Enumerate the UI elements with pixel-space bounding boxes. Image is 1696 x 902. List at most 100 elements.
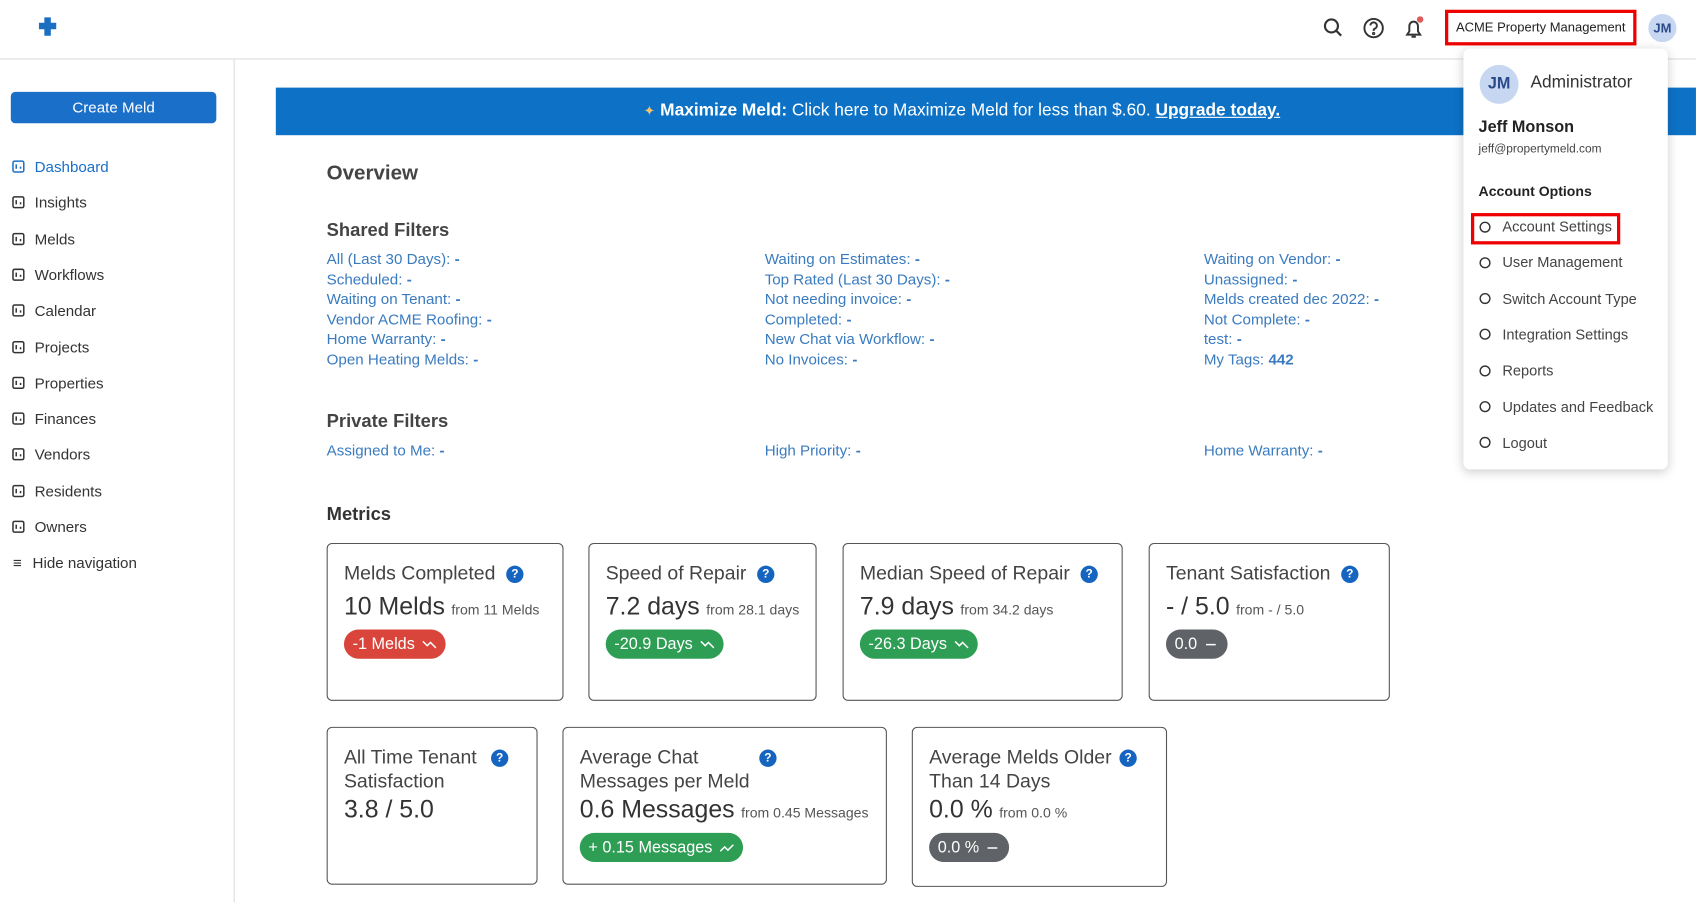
nav-item[interactable]: Melds xyxy=(12,230,75,247)
menu-item[interactable]: Integration Settings xyxy=(1479,327,1628,343)
value: 10 Melds xyxy=(343,591,445,620)
org-switcher[interactable]: ACME Property Management xyxy=(1445,9,1637,46)
change-value: + 0.15 Messages xyxy=(588,838,713,857)
metric-card: Tenant Satisfaction? - / 5.0 from - / 5.0 0… xyxy=(1148,542,1390,701)
help-icon[interactable]: ? xyxy=(1341,565,1359,583)
menu-label: Updates and Feedback xyxy=(1502,398,1654,415)
nav-item[interactable]: Dashboard xyxy=(12,158,109,175)
overview-title: Overview xyxy=(326,162,419,185)
filter-label: Vendor ACME Roofing: xyxy=(326,309,483,328)
filter-link[interactable]: All (Last 30 Days): - xyxy=(327,250,460,267)
nav-item[interactable]: Properties xyxy=(12,374,104,391)
filter-link[interactable]: Waiting on Tenant: - xyxy=(327,290,461,307)
menu-name: Jeff Monson xyxy=(1478,117,1575,137)
filter-link[interactable]: Top Rated (Last 30 Days): - xyxy=(765,270,950,287)
filter-link[interactable]: Scheduled: - xyxy=(327,270,412,287)
nav-item[interactable]: Calendar xyxy=(12,302,96,319)
hide-nav[interactable]: ≡ Hide navigation xyxy=(12,553,137,572)
filter-count: 442 xyxy=(1268,349,1294,368)
icon xyxy=(953,638,969,651)
nav-label: Residents xyxy=(34,482,102,500)
filter-link[interactable]: Melds created dec 2022: - xyxy=(1204,290,1379,307)
menu-item[interactable]: User Management xyxy=(1479,254,1622,271)
filter-link[interactable]: No Invoices: - xyxy=(765,350,858,367)
filter-link[interactable]: Home Warranty: - xyxy=(327,330,446,347)
nav-item[interactable]: Owners xyxy=(12,518,87,535)
filter-count: - xyxy=(944,269,950,288)
search-icon[interactable] xyxy=(1323,18,1342,37)
menu-label: Logout xyxy=(1502,434,1548,451)
help-icon[interactable] xyxy=(1363,17,1384,39)
help-icon[interactable]: ? xyxy=(491,749,509,767)
filter-count: - xyxy=(406,269,412,288)
icon xyxy=(1204,638,1219,651)
card-title: Median Speed of Repair xyxy=(859,562,1070,585)
filter-link[interactable]: Assigned to Me: - xyxy=(327,441,445,458)
card-value: - / 5.0 from - / 5.0 xyxy=(1166,592,1304,621)
help-icon[interactable]: ? xyxy=(757,565,775,583)
filter-link[interactable]: Not needing invoice: - xyxy=(765,290,912,307)
filter-count: - xyxy=(929,329,935,348)
create-meld-button[interactable]: Create Meld xyxy=(10,91,217,124)
filter-label: No Invoices: xyxy=(764,349,849,368)
top-icons xyxy=(1323,16,1424,39)
metric-card: All Time Tenant Satisfaction? 3.8 / 5.0 xyxy=(326,726,538,885)
icon xyxy=(12,160,25,173)
menu-label: Switch Account Type xyxy=(1502,290,1637,307)
filter-link[interactable]: New Chat via Workflow: - xyxy=(765,330,935,347)
nav-item[interactable]: Insights xyxy=(12,194,87,211)
value: 0.6 Messages xyxy=(579,794,735,824)
menu-item[interactable]: Switch Account Type xyxy=(1479,291,1637,307)
filter-label: My Tags: xyxy=(1203,349,1265,368)
filter-count: - xyxy=(914,249,920,268)
menu-role: Administrator xyxy=(1530,73,1633,92)
change-value: -1 Melds xyxy=(352,634,415,654)
card-title: Average Chat Messages per Meld xyxy=(579,746,750,792)
menu-item[interactable]: Updates and Feedback xyxy=(1479,398,1654,415)
nav-item[interactable]: Residents xyxy=(12,482,102,499)
filter-link[interactable]: High Priority: - xyxy=(765,441,861,458)
value: 3.8 / 5.0 xyxy=(343,794,434,824)
change-badge: + 0.15 Messages xyxy=(579,832,743,863)
banner-link[interactable]: Upgrade today. xyxy=(1155,101,1281,121)
nav-item[interactable]: Vendors xyxy=(12,446,90,463)
help-icon[interactable]: ? xyxy=(1119,749,1137,767)
highlight-box xyxy=(1470,213,1621,245)
menu-item[interactable]: Logout xyxy=(1479,435,1547,451)
nav-item[interactable]: Workflows xyxy=(12,266,104,283)
filter-link[interactable]: Home Warranty: - xyxy=(1204,441,1323,458)
icon xyxy=(986,841,1001,854)
filter-link[interactable]: Waiting on Vendor: - xyxy=(1204,250,1341,267)
promo-banner[interactable]: ✦ Maximize Meld: Click here to Maximize … xyxy=(275,87,1696,136)
icon xyxy=(12,340,25,353)
metric-card: Average Chat Messages per Meld? 0.6 Messa… xyxy=(562,726,887,885)
filter-link[interactable]: My Tags: 442 xyxy=(1204,350,1294,367)
change-value: 0.0 xyxy=(1174,634,1198,654)
menu-item[interactable]: Reports xyxy=(1479,363,1553,379)
menu-item[interactable]: Account Settings xyxy=(1479,218,1612,235)
filter-link[interactable]: Not Complete: - xyxy=(1204,310,1310,327)
filter-link[interactable]: Completed: - xyxy=(765,310,852,327)
filter-link[interactable]: Vendor ACME Roofing: - xyxy=(327,310,492,327)
user-avatar[interactable]: JM xyxy=(1648,14,1677,43)
filter-link[interactable]: Open Heating Melds: - xyxy=(327,350,479,367)
bell-icon[interactable] xyxy=(1405,16,1424,38)
nav-item[interactable]: Projects xyxy=(12,338,89,355)
logo[interactable] xyxy=(36,17,60,39)
filter-label: test: xyxy=(1203,329,1233,348)
filter-label: Waiting on Estimates: xyxy=(764,249,911,268)
help-icon[interactable]: ? xyxy=(506,565,524,583)
card-title: Tenant Satisfaction xyxy=(1165,562,1331,585)
change-value: -26.3 Days xyxy=(868,634,947,654)
filter-link[interactable]: test: - xyxy=(1204,330,1242,347)
icon xyxy=(12,196,25,209)
metric-card: Melds Completed? 10 Melds from 11 Melds -1 … xyxy=(326,542,564,701)
filter-link[interactable]: Unassigned: - xyxy=(1204,270,1298,287)
help-icon[interactable]: ? xyxy=(759,749,777,767)
icon xyxy=(1479,328,1494,341)
help-icon[interactable]: ? xyxy=(1080,565,1098,583)
nav-label: Vendors xyxy=(34,446,91,464)
filter-link[interactable]: Waiting on Estimates: - xyxy=(765,250,920,267)
card-title: Speed of Repair xyxy=(605,562,747,585)
nav-item[interactable]: Finances xyxy=(12,410,96,427)
